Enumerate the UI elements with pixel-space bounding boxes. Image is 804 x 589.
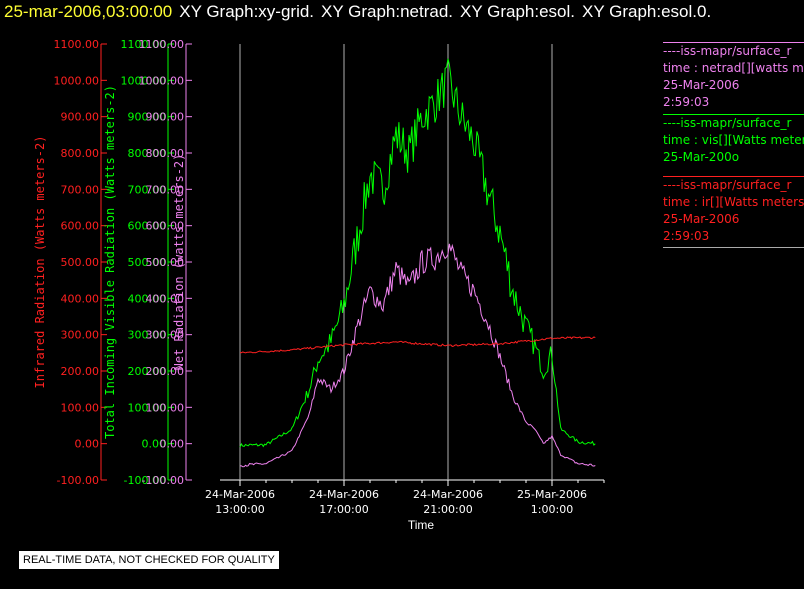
y-tick-label-ir: 100.00 xyxy=(61,401,100,414)
legend-line: ----iss-mapr/surface_r xyxy=(663,44,792,58)
x-tick-label-date: 24-Mar-2006 xyxy=(413,488,483,501)
legend-line: 25-Mar-200o xyxy=(663,150,740,164)
y-tick-label-vis: 600.00 xyxy=(128,220,167,233)
x-tick-label-time: 21:00:00 xyxy=(423,503,472,516)
y-axis-label-vis: Total Incoming Visible Radiation (Watts … xyxy=(103,85,117,439)
y-tick-label-ir: 500.00 xyxy=(61,256,100,269)
y-tick-label-net: 700.00 xyxy=(146,183,185,196)
y-tick-label-net: 600.00 xyxy=(146,220,185,233)
header-bar: 25-mar-2006,03:00:00 XY Graph:xy-grid. XY … xyxy=(4,2,711,22)
legend-entry-netrad[interactable]: ----iss-mapr/surface_r time : netrad[][w… xyxy=(663,42,804,111)
legend-line: time : netrad[][watts m xyxy=(663,61,804,75)
y-tick-label-vis: 800.00 xyxy=(128,147,167,160)
y-tick-label-vis: 400.00 xyxy=(128,292,167,305)
y-tick-label-vis: 700.00 xyxy=(128,183,167,196)
series-line-net xyxy=(239,243,596,468)
y-tick-label-ir: 200.00 xyxy=(61,365,100,378)
series-line-vis xyxy=(239,58,596,448)
header-graph-esol[interactable]: XY Graph:esol. xyxy=(460,2,576,21)
x-axis-label: Time xyxy=(408,518,435,532)
legend-line: 25-Mar-2006 xyxy=(663,78,740,92)
y-tick-label-vis: 500.00 xyxy=(128,256,167,269)
legend-line: time : ir[][Watts meters xyxy=(663,195,804,209)
y-tick-label-vis: 100.00 xyxy=(128,401,167,414)
legend-line: ----iss-mapr/surface_r xyxy=(663,116,792,130)
y-tick-label-net: 500.00 xyxy=(146,256,185,269)
y-tick-label-ir: 1000.00 xyxy=(54,74,100,87)
series-line-ir xyxy=(239,336,596,354)
legend-line: 25-Mar-2006 xyxy=(663,212,740,226)
y-tick-label-ir: 0.00 xyxy=(75,438,100,451)
x-tick-label-date: 24-Mar-2006 xyxy=(309,488,379,501)
y-tick-label-net: -100.00 xyxy=(142,474,184,487)
y-tick-label-ir: 800.00 xyxy=(61,147,100,160)
y-axis-label-net: Net Radiation (watts meters-2) xyxy=(172,154,186,371)
header-graph-xy-grid[interactable]: XY Graph:xy-grid. xyxy=(179,2,315,21)
x-tick-label-date: 25-Mar-2006 xyxy=(517,488,587,501)
y-tick-label-vis: 200.00 xyxy=(128,365,167,378)
legend-line: time : vis[][Watts meter xyxy=(663,133,804,147)
y-tick-label-ir: 700.00 xyxy=(61,183,100,196)
x-tick-label-time: 13:00:00 xyxy=(215,503,264,516)
x-tick-label-time: 17:00:00 xyxy=(319,503,368,516)
y-tick-label-ir: 400.00 xyxy=(61,292,100,305)
legend-line: 2:59:03 xyxy=(663,229,710,243)
y-tick-label-ir: -100.00 xyxy=(57,474,99,487)
y-tick-label-net: 900.00 xyxy=(146,111,185,124)
y-tick-label-net: 1100.00 xyxy=(139,38,185,51)
y-tick-label-net: 100.00 xyxy=(146,401,185,414)
y-tick-label-net: 200.00 xyxy=(146,365,185,378)
legend: ----iss-mapr/surface_r time : netrad[][w… xyxy=(663,40,804,248)
header-graph-esol-0[interactable]: XY Graph:esol.0. xyxy=(582,2,712,21)
quality-notice: REAL-TIME DATA, NOT CHECKED FOR QUALITY xyxy=(19,551,279,569)
legend-entry-ir[interactable]: ----iss-mapr/surface_r time : ir[][Watts… xyxy=(663,176,804,248)
y-tick-label-vis: 1000.00 xyxy=(121,74,167,87)
y-tick-label-ir: 900.00 xyxy=(61,111,100,124)
legend-line: 2:59:03 xyxy=(663,95,710,109)
y-tick-label-net: 400.00 xyxy=(146,292,185,305)
x-tick-label-date: 24-Mar-2006 xyxy=(205,488,275,501)
y-axis-label-ir: Infrared Radiation (Watts meters-2) xyxy=(33,136,47,389)
header-timestamp: 25-mar-2006,03:00:00 xyxy=(4,2,173,21)
y-tick-label-net: 300.00 xyxy=(146,329,185,342)
legend-line: ----iss-mapr/surface_r xyxy=(663,178,792,192)
y-tick-label-net: 1000.00 xyxy=(139,74,185,87)
y-tick-label-net: 0.00 xyxy=(160,438,185,451)
y-tick-label-vis: 300.00 xyxy=(128,329,167,342)
legend-entry-vis[interactable]: ----iss-mapr/surface_r time : vis[][Watt… xyxy=(663,114,804,166)
y-tick-label-ir: 300.00 xyxy=(61,329,100,342)
y-tick-label-ir: 1100.00 xyxy=(54,38,100,51)
y-tick-label-vis: 900.00 xyxy=(128,111,167,124)
y-tick-label-ir: 600.00 xyxy=(61,220,100,233)
x-tick-label-time: 1:00:00 xyxy=(531,503,573,516)
y-tick-label-vis: 1100.00 xyxy=(121,38,167,51)
y-tick-label-vis: 0.00 xyxy=(142,438,167,451)
header-graph-netrad[interactable]: XY Graph:netrad. xyxy=(321,2,454,21)
y-tick-label-vis: -100.00 xyxy=(124,474,166,487)
y-tick-label-net: 800.00 xyxy=(146,147,185,160)
